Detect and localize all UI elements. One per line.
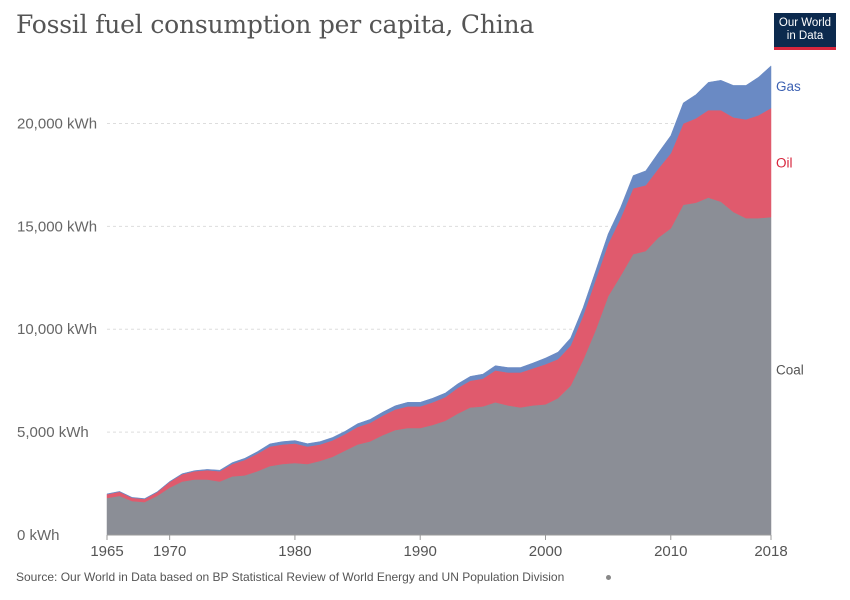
y-axis: 0 kWh 5,000 kWh 10,000 kWh 15,000 kWh 20,000…	[17, 115, 97, 544]
area-coal[interactable]	[106, 197, 772, 536]
x-tick-label: 2018	[754, 543, 787, 560]
logo-line-1: Our World	[778, 17, 832, 29]
series-label-oil: Oil	[776, 156, 793, 171]
y-tick-label: 20,000 kWh	[17, 115, 97, 132]
series-label-coal: Coal	[776, 363, 804, 378]
x-tick-label: 1970	[153, 543, 186, 560]
x-tick-label: 1965	[90, 543, 123, 560]
x-tick-label: 1980	[278, 543, 311, 560]
owid-logo[interactable]: Our World in Data	[774, 13, 836, 50]
source-note: Source: Our World in Data based on BP St…	[16, 570, 565, 584]
y-tick-label: 0 kWh	[17, 527, 60, 544]
y-tick-label: 15,000 kWh	[17, 218, 97, 235]
x-tick-label: 2000	[529, 543, 562, 560]
area-gas[interactable]	[106, 65, 772, 500]
x-tick-label: 2010	[654, 543, 687, 560]
y-tick-label: 10,000 kWh	[17, 321, 97, 338]
x-axis: 1965 1970 1980 1990 2000 2010 2018	[90, 534, 788, 560]
x-tick-label: 1990	[404, 543, 437, 560]
area-series	[106, 65, 772, 536]
info-dot-icon[interactable]	[606, 575, 611, 580]
logo-line-2: in Data	[786, 30, 824, 42]
series-labels: Coal Oil Gas	[776, 79, 804, 378]
y-tick-label: 5,000 kWh	[17, 424, 89, 441]
chart-title: Fossil fuel consumption per capita, Chin…	[16, 10, 535, 39]
series-label-gas: Gas	[776, 79, 801, 94]
